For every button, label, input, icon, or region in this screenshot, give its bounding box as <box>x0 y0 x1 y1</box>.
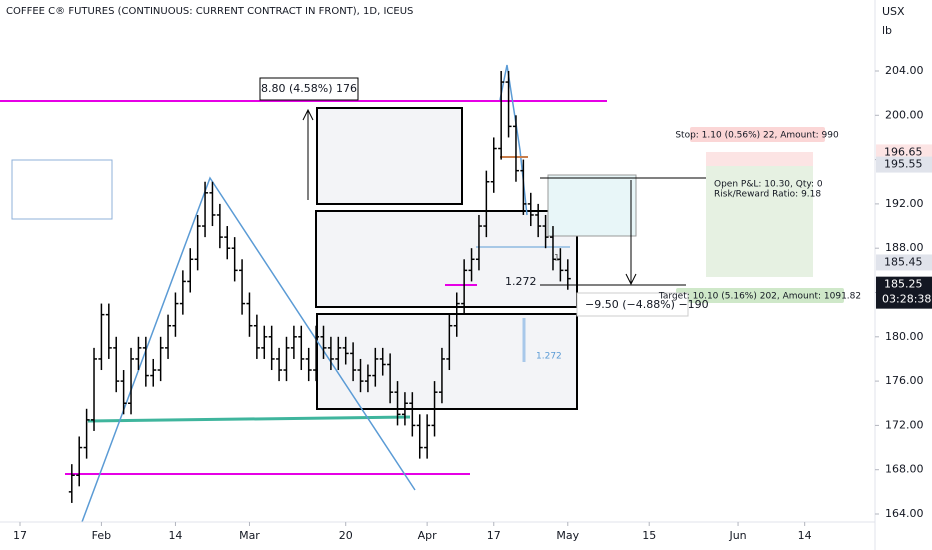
zone-box <box>315 210 578 308</box>
zone-box <box>316 313 578 410</box>
y-tick-label: 188.00 <box>885 241 924 254</box>
price-label: 195.55 <box>884 158 923 171</box>
x-tick-label: 15 <box>642 529 656 542</box>
price-label-bg <box>876 144 932 161</box>
annotation: Target: 10.10 (5.16%) 202, Amount: 1091.… <box>658 292 861 302</box>
arrow-head <box>625 273 637 286</box>
x-tick-label: 14 <box>798 529 812 542</box>
x-tick-label: 20 <box>339 529 353 542</box>
label-box <box>259 77 359 101</box>
annotation: Risk/Reward Ratio: 9.18 <box>714 190 821 200</box>
x-tick-label: Apr <box>418 529 438 542</box>
trend-line <box>87 415 411 423</box>
x-tick-label: 14 <box>168 529 182 542</box>
countdown: 03:28:38 <box>882 293 931 306</box>
x-tick-label: May <box>556 529 579 542</box>
target-zone <box>706 166 813 277</box>
label-box <box>690 127 825 142</box>
price-label-bg <box>876 156 932 173</box>
annotation: 8.80 (4.58%) 176 <box>261 82 357 95</box>
annotation: 1.272 <box>505 275 537 288</box>
x-tick-label: Jun <box>728 529 746 542</box>
arrow-head <box>302 108 314 121</box>
x-tick-label: Mar <box>239 529 260 542</box>
x-tick-label: Feb <box>92 529 111 542</box>
annotation: 1.272 <box>536 352 562 362</box>
currency: USX <box>882 5 905 18</box>
drawings <box>0 64 844 523</box>
zone-box <box>316 107 463 205</box>
chart-title: COFFEE C® FUTURES (CONTINUOUS: CURRENT C… <box>6 6 413 17</box>
measure-box <box>547 174 637 237</box>
price-label: 196.65 <box>884 145 923 158</box>
price-label-bg <box>876 276 932 309</box>
note-box <box>11 159 113 220</box>
y-tick-label: 204.00 <box>885 64 924 77</box>
label-box <box>676 288 844 303</box>
annotation: Stop: 1.10 (0.56%) 22, Amount: 990 <box>675 131 839 141</box>
y-tick-label: 172.00 <box>885 418 924 431</box>
zigzag <box>81 176 416 523</box>
annotations: 8.80 (4.58%) 176 Stop: 1.10 (0.56%) 22, … <box>261 82 861 362</box>
y-tick-label: 164.00 <box>885 507 924 520</box>
y-tick-label: 180.00 <box>885 330 924 343</box>
x-tick-label: 17 <box>13 529 27 542</box>
y-tick-label: 176.00 <box>885 374 924 387</box>
y-tick-label: 192.00 <box>885 197 924 210</box>
stop-zone <box>706 152 813 166</box>
y-tick-label: 168.00 <box>885 463 924 476</box>
annotation: −9.50 (−4.88%) −190 <box>585 298 709 311</box>
price-label: 185.45 <box>884 255 923 268</box>
label-box <box>576 292 689 317</box>
annotation: Open P&L: 10.30, Qty: 0 <box>714 180 823 190</box>
price-label: 185.25 <box>884 278 923 291</box>
y-tick-label: 200.00 <box>885 108 924 121</box>
price-label-bg <box>876 254 932 271</box>
unit: lb <box>882 24 892 37</box>
annotation: 1 <box>554 254 560 264</box>
x-tick-label: 17 <box>487 529 501 542</box>
